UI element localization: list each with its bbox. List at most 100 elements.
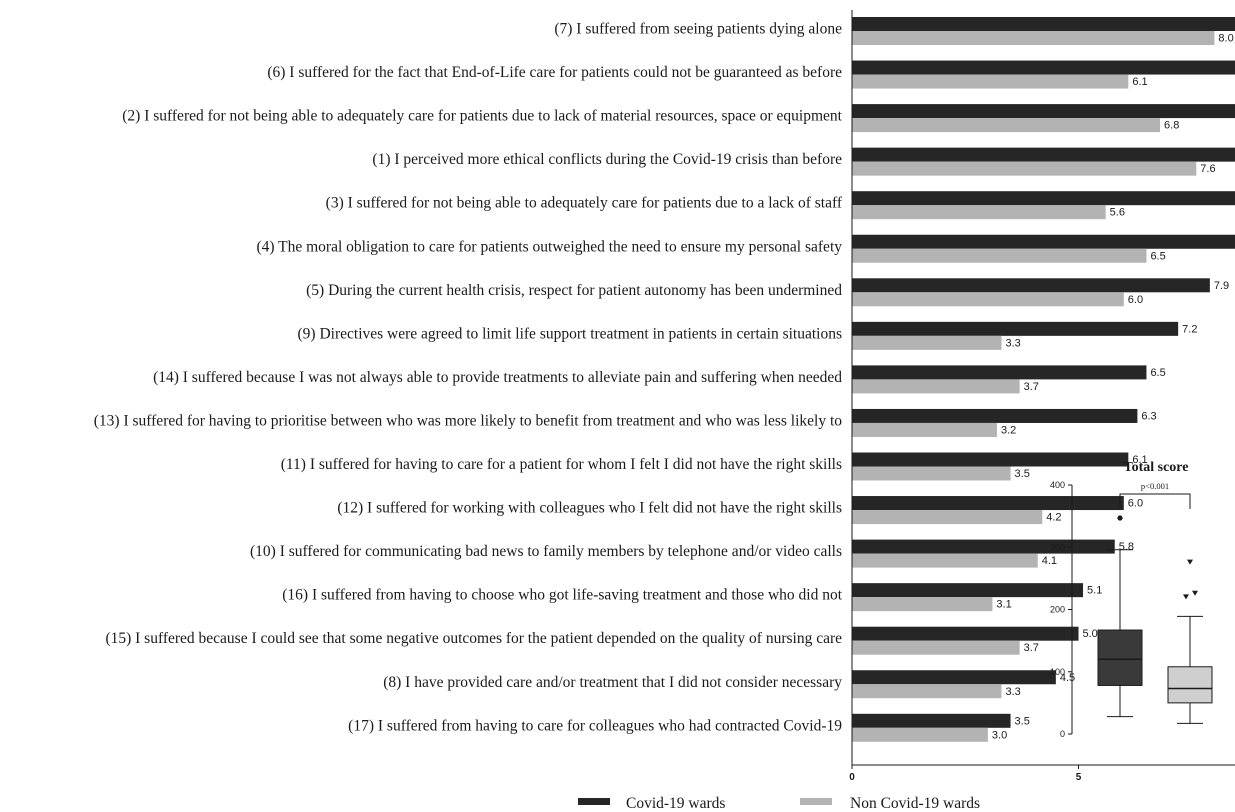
bar-non-covid-19-wards bbox=[852, 74, 1129, 89]
bar-axes: 051015 bbox=[849, 10, 1235, 783]
category-label: (1) I perceived more ethical conflicts d… bbox=[372, 151, 842, 168]
inset-y-tick-label: 300 bbox=[1050, 542, 1065, 552]
bar-covid-19-wards bbox=[852, 496, 1124, 511]
bar-non-covid-19-wards bbox=[852, 379, 1020, 394]
category-label: (11) I suffered for having to care for a… bbox=[281, 456, 842, 473]
data-label: 3.3 bbox=[1005, 686, 1020, 698]
p-value-annotation: p<0.001 bbox=[1141, 481, 1169, 491]
legend-swatch bbox=[800, 798, 832, 805]
bar-non-covid-19-wards bbox=[852, 205, 1106, 220]
data-label: 6.5 bbox=[1150, 367, 1165, 379]
data-label: 6.3 bbox=[1141, 410, 1156, 422]
data-label: 3.7 bbox=[1024, 642, 1039, 654]
outlier-point bbox=[1183, 594, 1189, 600]
outlier-point bbox=[1192, 590, 1198, 596]
bar-covid-19-wards bbox=[852, 17, 1235, 31]
data-label: 4.1 bbox=[1042, 555, 1057, 567]
bar-covid-19-wards bbox=[852, 539, 1115, 554]
category-label: (3) I suffered for not being able to ade… bbox=[326, 195, 843, 212]
bar-non-covid-19-wards bbox=[852, 118, 1161, 133]
data-label: 3.0 bbox=[992, 729, 1007, 741]
data-label: 7.9 bbox=[1214, 280, 1229, 292]
data-label: 5.1 bbox=[1087, 585, 1102, 597]
data-label: 5.0 bbox=[1083, 628, 1098, 640]
bar-covid-19-wards bbox=[852, 234, 1235, 249]
bar-non-covid-19-wards bbox=[852, 161, 1197, 176]
category-label: (17) I suffered from having to care for … bbox=[348, 717, 842, 734]
bar-non-covid-19-wards bbox=[852, 510, 1043, 525]
bar-covid-19-wards bbox=[852, 147, 1235, 162]
data-label: 4.2 bbox=[1046, 512, 1061, 524]
bar-non-covid-19-wards bbox=[852, 727, 988, 742]
category-label: (8) I have provided care and/or treatmen… bbox=[383, 674, 842, 691]
bar-non-covid-19-wards bbox=[852, 292, 1124, 307]
data-label: 6.5 bbox=[1150, 250, 1165, 262]
x-tick-label: 0 bbox=[849, 772, 855, 783]
category-label: (4) The moral obligation to care for pat… bbox=[256, 238, 842, 255]
bar-covid-19-wards bbox=[852, 452, 1129, 467]
data-label: 5.6 bbox=[1110, 207, 1125, 219]
inset-y-tick-label: 0 bbox=[1060, 729, 1065, 739]
bar-non-covid-19-wards bbox=[852, 597, 993, 612]
outlier-point bbox=[1117, 515, 1123, 521]
inset-y-tick-label: 400 bbox=[1050, 480, 1065, 490]
data-label: 6.8 bbox=[1164, 120, 1179, 132]
inset-y-tick-label: 100 bbox=[1050, 667, 1065, 677]
bar-non-covid-19-wards bbox=[852, 684, 1002, 699]
data-label: 4.5 bbox=[1060, 672, 1075, 684]
outlier-point bbox=[1187, 559, 1193, 565]
data-label: 3.7 bbox=[1024, 381, 1039, 393]
bar-series: 14.38.011.26.110.06.89.77.69.05.68.86.57… bbox=[852, 17, 1235, 742]
inset-y-tick-label: 200 bbox=[1050, 605, 1065, 615]
box-covid-19-wards bbox=[1097, 515, 1143, 718]
bar-covid-19-wards bbox=[852, 278, 1210, 293]
x-tick-label: 5 bbox=[1076, 772, 1082, 783]
total-score-boxplot: Total score 0 100 200 300 400 p<0.001 bbox=[1050, 460, 1213, 739]
category-label: (6) I suffered for the fact that End-of-… bbox=[267, 64, 842, 81]
box-iqr bbox=[1167, 666, 1213, 704]
significance-bracket bbox=[1119, 493, 1191, 509]
bar-non-covid-19-wards bbox=[852, 248, 1147, 263]
bar-non-covid-19-wards bbox=[852, 335, 1002, 350]
bar-covid-19-wards bbox=[852, 408, 1138, 423]
bar-covid-19-wards bbox=[852, 104, 1235, 119]
bar-chart: (7) I suffered from seeing patients dyin… bbox=[94, 10, 1235, 783]
data-label: 3.5 bbox=[1015, 468, 1030, 480]
category-label: (16) I suffered from having to choose wh… bbox=[282, 587, 842, 604]
bar-non-covid-19-wards bbox=[852, 422, 997, 437]
data-label: 6.1 bbox=[1132, 76, 1147, 88]
bar-non-covid-19-wards bbox=[852, 553, 1038, 568]
legend-label: Covid-19 wards bbox=[626, 795, 725, 812]
data-label: 3.5 bbox=[1015, 715, 1030, 727]
category-label: (9) Directives were agreed to limit life… bbox=[298, 325, 842, 342]
data-label: 3.2 bbox=[1001, 424, 1016, 436]
category-labels: (7) I suffered from seeing patients dyin… bbox=[94, 21, 843, 735]
data-label: 8.0 bbox=[1218, 33, 1233, 45]
data-label: 6.0 bbox=[1128, 294, 1143, 306]
bar-non-covid-19-wards bbox=[852, 31, 1215, 45]
data-label: 7.2 bbox=[1182, 323, 1197, 335]
category-label: (12) I suffered for working with colleag… bbox=[337, 500, 842, 517]
legend-label: Non Covid-19 wards bbox=[850, 795, 980, 812]
data-label: 7.6 bbox=[1200, 163, 1215, 175]
legend: Covid-19 wards Non Covid-19 wards bbox=[578, 795, 980, 812]
bar-non-covid-19-wards bbox=[852, 640, 1020, 655]
bar-covid-19-wards bbox=[852, 321, 1179, 336]
category-label: (13) I suffered for having to prioritise… bbox=[94, 412, 842, 429]
category-label: (7) I suffered from seeing patients dyin… bbox=[554, 21, 842, 38]
bar-non-covid-19-wards bbox=[852, 466, 1011, 481]
category-label: (14) I suffered because I was not always… bbox=[153, 369, 842, 386]
data-label: 6.0 bbox=[1128, 498, 1143, 510]
data-label: 6.1 bbox=[1132, 454, 1147, 466]
box-iqr bbox=[1097, 629, 1143, 686]
inset-title: Total score bbox=[1124, 460, 1189, 475]
data-label: 3.1 bbox=[996, 599, 1011, 611]
category-label: (2) I suffered for not being able to ade… bbox=[122, 108, 842, 125]
box-non-covid-19-wards bbox=[1167, 559, 1213, 724]
category-label: (10) I suffered for communicating bad ne… bbox=[250, 543, 842, 560]
bar-covid-19-wards bbox=[852, 60, 1235, 75]
data-label: 5.8 bbox=[1119, 541, 1134, 553]
bar-covid-19-wards bbox=[852, 365, 1147, 380]
bar-covid-19-wards bbox=[852, 670, 1056, 685]
